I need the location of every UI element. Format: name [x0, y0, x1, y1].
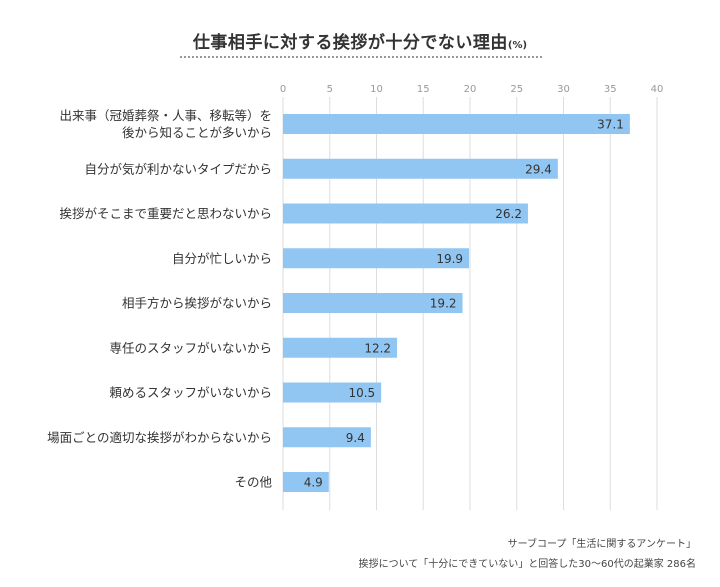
bar	[283, 293, 463, 313]
bar	[283, 472, 329, 492]
bar-value-label: 37.1	[597, 118, 624, 132]
x-tick-label: 10	[370, 84, 383, 95]
bar	[283, 382, 382, 403]
bar-value-label: 29.4	[525, 162, 552, 176]
bar	[283, 158, 558, 179]
category-label: 自分が忙しいから	[172, 251, 272, 266]
chart-title: 仕事相手に対する挨拶が十分でない理由	[192, 33, 508, 53]
x-tick-label: 25	[510, 84, 523, 95]
bar-value-label: 19.2	[430, 297, 457, 311]
bar	[283, 427, 371, 448]
chart-title-block: 仕事相手に対する挨拶が十分でない理由(%)	[0, 28, 720, 53]
x-tick-label: 40	[651, 84, 664, 95]
category-label: 頼めるスタッフがいないから	[109, 385, 272, 400]
bar-value-label: 12.2	[364, 341, 391, 355]
bar	[283, 248, 470, 269]
x-tick-label: 30	[557, 84, 570, 95]
category-label: 挨拶がそこまで重要だと思わないから	[59, 206, 272, 221]
source-note-survey: サーブコープ「生活に関するアンケート」	[507, 539, 696, 550]
bar	[283, 337, 398, 358]
x-tick-label: 15	[417, 84, 430, 95]
category-label: 場面ごとの適切な挨拶がわからないから	[47, 430, 272, 445]
bar	[283, 114, 630, 134]
category-label: 後から知ることが多いから	[122, 125, 272, 140]
bar-value-label: 4.9	[304, 476, 323, 490]
bar-value-label: 19.9	[436, 252, 463, 266]
category-label: 専任のスタッフがいないから	[109, 340, 272, 355]
category-label: その他	[234, 475, 272, 490]
title-dotted-divider	[180, 56, 542, 58]
bar-chart: 0 5 10 15 20 25 30 35 40 37.1 出来事（冠婚葬祭・人事、移転等）を後から…	[47, 84, 664, 510]
bar-value-label: 9.4	[346, 431, 365, 445]
x-tick-label: 5	[327, 84, 333, 95]
x-tick-label: 0	[280, 84, 286, 95]
source-note-respondents: 挨拶について「十分にできていない」と回答した30〜60代の起業家 286名	[358, 559, 696, 570]
x-tick-label: 35	[604, 84, 617, 95]
category-label: 相手方から挨拶がないから	[122, 296, 272, 311]
bar-value-label: 10.5	[348, 386, 375, 400]
bar-value-label: 26.2	[495, 207, 522, 221]
bar	[283, 203, 528, 224]
category-label: 自分が気が利かないタイプだから	[84, 161, 272, 176]
chart-title-unit: (%)	[507, 40, 528, 51]
category-label: 出来事（冠婚葬祭・人事、移転等）を	[59, 108, 272, 123]
x-tick-label: 20	[464, 84, 477, 95]
